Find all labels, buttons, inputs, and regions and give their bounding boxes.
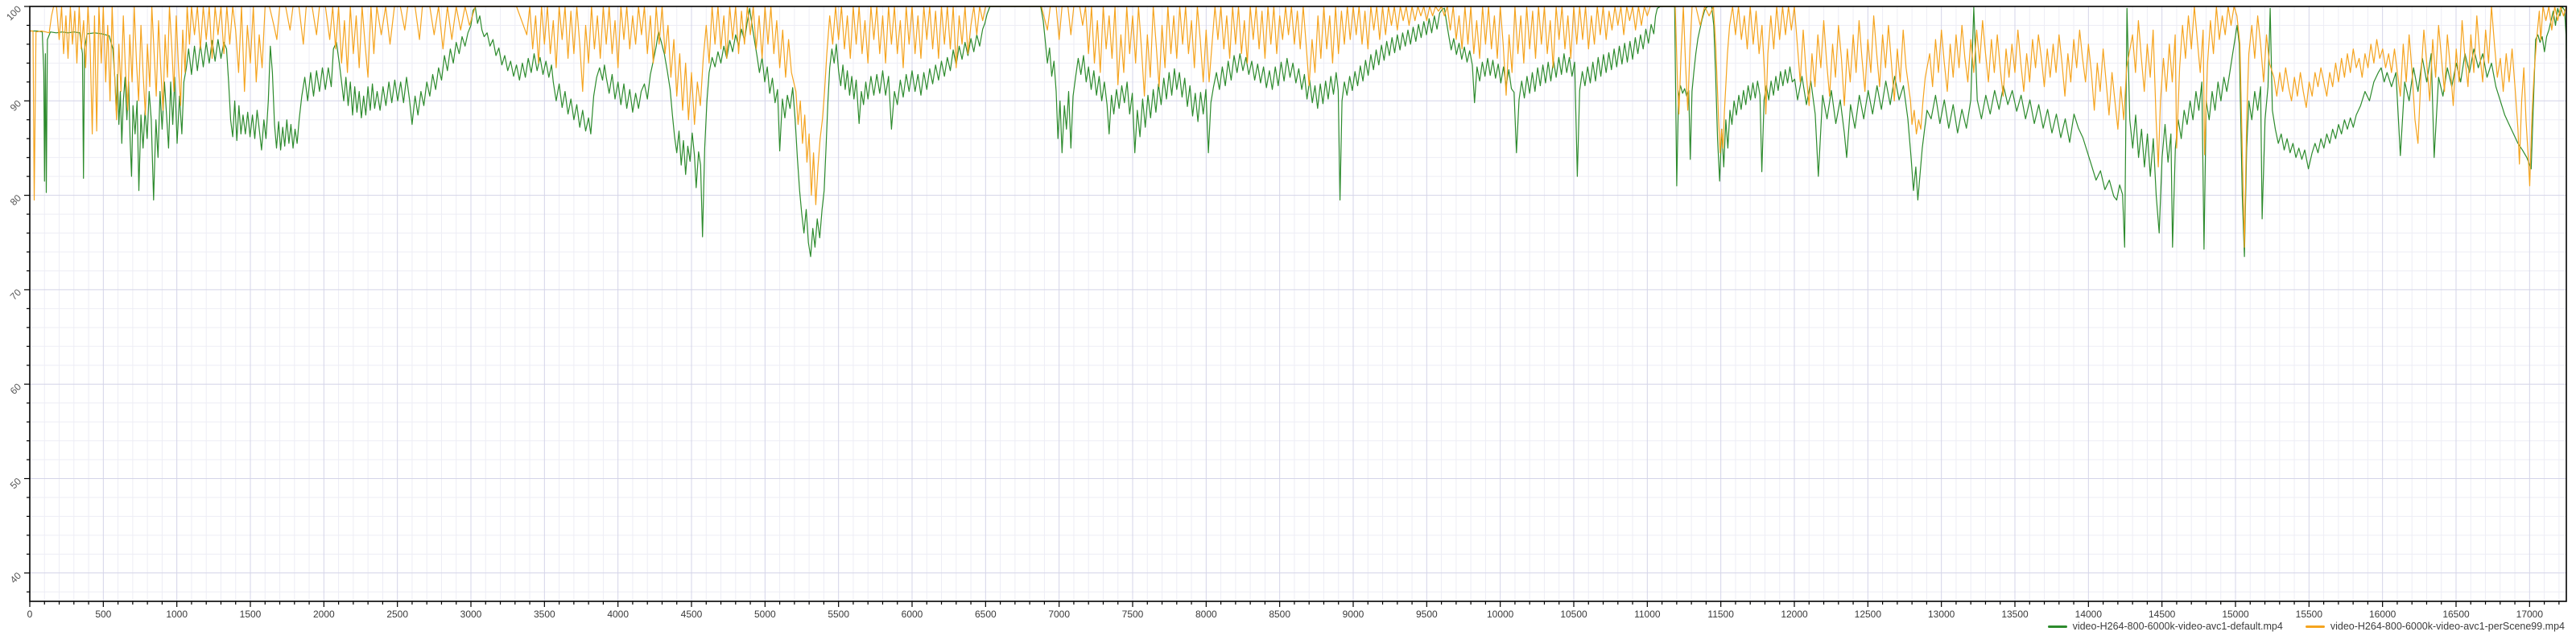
x-tick-label: 16500 <box>2442 609 2470 620</box>
x-tick-label: 14000 <box>2075 609 2103 620</box>
x-tick-label: 13000 <box>1928 609 1955 620</box>
x-tick-label: 0 <box>27 609 33 620</box>
x-tick-label: 4500 <box>681 609 703 620</box>
x-tick-label: 11500 <box>1707 609 1734 620</box>
grid-major <box>29 6 2566 601</box>
x-tick-label: 12500 <box>1855 609 1882 620</box>
x-tick-label: 2000 <box>313 609 335 620</box>
x-tick-label: 16000 <box>2369 609 2396 620</box>
series-default-line <box>30 6 2567 258</box>
x-tick-label: 1000 <box>166 609 188 620</box>
x-tick-label: 3000 <box>460 609 482 620</box>
legend-swatch-default <box>2047 625 2067 628</box>
axis-ticks <box>24 6 2560 607</box>
x-tick-label: 1500 <box>240 609 262 620</box>
x-tick-label: 13500 <box>2001 609 2029 620</box>
x-tick-label: 6500 <box>975 609 997 620</box>
x-tick-label: 15500 <box>2296 609 2323 620</box>
x-tick-label: 10500 <box>1560 609 1587 620</box>
x-tick-label: 2500 <box>386 609 408 620</box>
x-tick-label: 14500 <box>2149 609 2176 620</box>
x-tick-label: 7000 <box>1048 609 1070 620</box>
y-tick-labels: 40 50 60 70 80 90 100 <box>4 3 23 585</box>
x-tick-label: 15000 <box>2222 609 2249 620</box>
legend-label-default: video-H264-800-6000k-video-avc1-default.… <box>2072 621 2283 632</box>
y-tick-label: 100 <box>4 3 23 23</box>
legend: video-H264-800-6000k-video-avc1-default.… <box>2047 621 2565 632</box>
x-tick-label: 10000 <box>1487 609 1514 620</box>
x-tick-label: 6000 <box>902 609 923 620</box>
y-tick-label: 60 <box>8 381 24 397</box>
x-tick-label: 8500 <box>1269 609 1290 620</box>
y-tick-label: 90 <box>8 97 24 114</box>
x-tick-label: 11000 <box>1634 609 1661 620</box>
legend-swatch-perscene <box>2305 625 2325 628</box>
y-tick-label: 80 <box>8 192 24 208</box>
y-tick-label: 40 <box>8 570 24 586</box>
x-tick-label: 12000 <box>1781 609 1808 620</box>
series-perscene-line <box>30 6 2567 248</box>
y-tick-label: 50 <box>8 476 24 492</box>
x-tick-label: 5000 <box>754 609 776 620</box>
x-tick-label: 9000 <box>1343 609 1364 620</box>
x-tick-label: 9500 <box>1416 609 1438 620</box>
legend-item-perscene: video-H264-800-6000k-video-avc1-perScene… <box>2305 621 2565 632</box>
x-tick-label: 7500 <box>1122 609 1144 620</box>
x-tick-label: 5500 <box>828 609 849 620</box>
x-tick-label: 17000 <box>2516 609 2544 620</box>
x-tick-label: 500 <box>95 609 111 620</box>
x-tick-label: 3500 <box>534 609 555 620</box>
x-tick-labels: 0 500 1000 1500 2000 2500 3000 3500 4000 4500 5000… <box>27 609 2544 620</box>
legend-item-default: video-H264-800-6000k-video-avc1-default.… <box>2047 621 2283 632</box>
grid-minor <box>30 6 2566 601</box>
x-tick-label: 4000 <box>607 609 629 620</box>
y-tick-label: 70 <box>8 287 24 303</box>
plot-border <box>29 6 2567 602</box>
x-tick-label: 8000 <box>1195 609 1217 620</box>
legend-label-perscene: video-H264-800-6000k-video-avc1-perScene… <box>2330 621 2565 632</box>
